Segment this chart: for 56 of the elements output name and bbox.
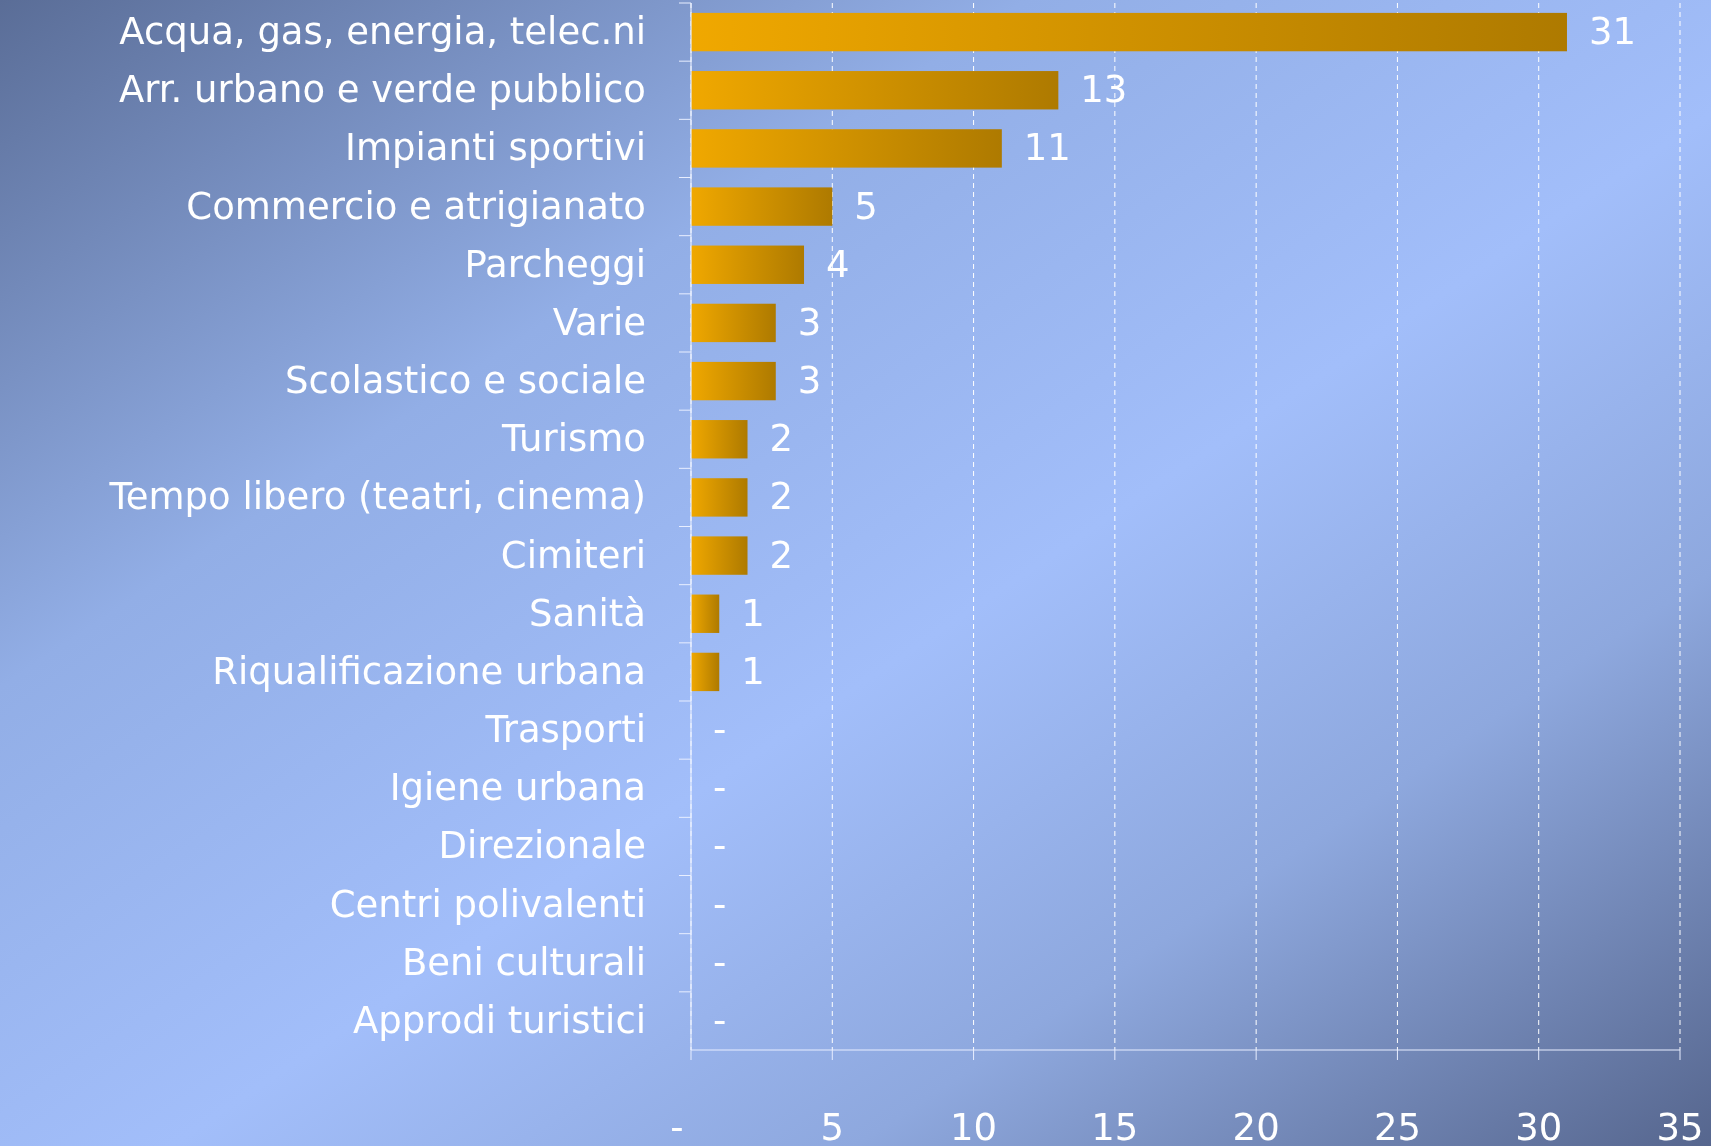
y-tick-label: Arr. urbano e verde pubblico [118, 68, 646, 112]
x-tick-label: 35 [1656, 1106, 1704, 1146]
data-label: 1 [741, 591, 765, 635]
x-tick-label: 5 [820, 1106, 845, 1146]
y-tick-label: Igiene urbana [389, 766, 646, 810]
data-label: - [713, 998, 727, 1042]
bar [691, 536, 748, 575]
x-tick-label: 15 [1091, 1106, 1139, 1146]
y-tick-label: Cimiteri [500, 533, 646, 577]
bar [691, 187, 833, 226]
x-tick-label: 20 [1232, 1106, 1280, 1146]
y-tick-label: Tempo libero (teatri, cinema) [108, 475, 646, 519]
y-tick-label: Direzionale [438, 824, 646, 868]
bar [691, 12, 1567, 52]
y-tick-label: Acqua, gas, energia, telec.ni [119, 10, 646, 54]
bar [691, 652, 720, 692]
data-label: - [713, 824, 727, 868]
data-label: 3 [797, 359, 822, 403]
data-label: - [713, 766, 727, 810]
y-tick-label: Scolastico e sociale [284, 359, 646, 403]
data-label: 2 [769, 475, 794, 519]
bar [691, 303, 776, 343]
data-label: 2 [769, 533, 794, 577]
y-tick-label: Impianti sportivi [345, 126, 646, 170]
y-tick-label: Sanità [528, 591, 646, 635]
data-label: - [713, 708, 727, 752]
bar [691, 245, 805, 284]
y-tick-label: Riqualificazione urbana [212, 649, 646, 693]
data-label: - [713, 940, 727, 984]
data-label: - [713, 882, 727, 926]
bar [691, 594, 720, 633]
data-label: 31 [1588, 10, 1637, 54]
y-tick-label: Centri polivalenti [329, 882, 646, 926]
y-tick-label: Turismo [501, 417, 646, 461]
x-tick-label: 25 [1373, 1106, 1421, 1146]
data-label: 13 [1080, 68, 1128, 112]
data-label: 11 [1023, 126, 1071, 170]
y-tick-label: Trasporti [484, 708, 646, 752]
x-tick-label: 10 [950, 1106, 998, 1146]
bar [691, 361, 776, 401]
data-label: 2 [769, 417, 794, 461]
y-tick-label: Parcheggi [464, 242, 646, 286]
bar [691, 71, 1059, 110]
bar [691, 478, 748, 517]
y-tick-label: Beni culturali [401, 940, 646, 984]
x-tick-label: - [670, 1106, 684, 1146]
y-tick-label: Commercio e atrigianato [186, 184, 646, 228]
bar [691, 420, 748, 459]
data-label: 5 [854, 184, 878, 228]
bar [691, 129, 1002, 168]
y-tick-label: Varie [552, 300, 646, 344]
y-tick-label: Approdi turistici [353, 998, 646, 1042]
x-tick-label: 30 [1515, 1106, 1563, 1146]
data-label: 1 [741, 649, 765, 693]
data-label: 3 [797, 300, 822, 344]
data-label: 4 [826, 242, 850, 286]
